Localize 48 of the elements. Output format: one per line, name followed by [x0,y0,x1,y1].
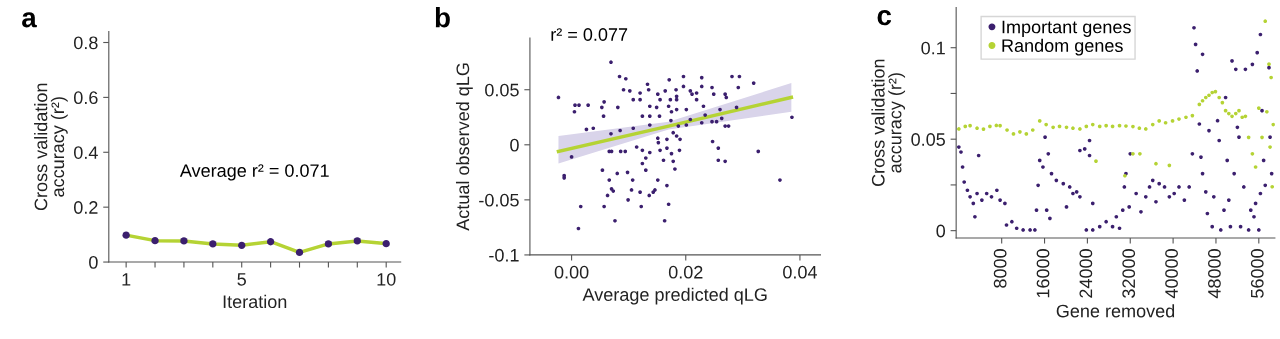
x-axis-title: Average predicted qLG [582,287,767,305]
annotation: Average r² = 0.071 [179,164,329,181]
point [353,237,361,245]
y-tick-label: 0.2 [73,201,98,214]
point [122,231,130,239]
x-tick-label: 56000 [1250,249,1264,298]
x-tick-label: 0.04 [783,265,817,279]
y-tick-label: 0.1 [921,41,945,55]
y-tick-label: 0 [89,255,98,269]
x-axis-title: Iteration [223,294,287,309]
x-tick-label: 0.02 [668,265,703,279]
point [238,241,246,249]
annotation: r² = 0.077 [551,28,628,41]
y-tick-label: 0.6 [73,91,98,105]
point [324,240,333,248]
x-tick-label: 48000 [1208,249,1221,299]
y-axis-title: Cross validation accuracy (r²) [34,83,68,211]
y-tick-label: 0.05 [911,133,945,146]
x-tick-label: 24000 [1079,249,1093,298]
y-tick-label: 0.8 [73,36,98,50]
y-tick-label: 0 [510,138,519,152]
point [382,239,390,248]
chart-title: c [877,10,892,26]
y-axis-title: Actual observed qLG [455,63,473,231]
legend-label: Random genes [1002,38,1123,56]
y-tick-label: 0.4 [73,146,98,159]
point [266,238,275,246]
point [180,237,188,245]
x-tick-label: 1 [122,273,131,286]
x-axis-title: Gene removed [1056,304,1175,318]
y-tick-label: -0.05 [479,193,519,207]
legend-label: Important genes [1002,20,1131,37]
x-tick-label: 0.00 [554,265,589,279]
x-tick-label: 32000 [1122,249,1136,298]
x-tick-label: 10 [377,272,396,286]
point [295,248,304,257]
point [209,240,217,248]
y-axis-title: Cross validation accuracy (r²) [871,59,906,187]
y-tick-label: 0 [936,224,946,238]
x-tick-label: 5 [237,273,246,286]
y-tick-label: 0.05 [485,83,519,97]
chart-title: a [22,12,37,28]
point [151,236,159,245]
y-tick-label: -0.1 [489,248,519,262]
x-tick-label: 8000 [993,249,1007,288]
x-tick-label: 40000 [1165,249,1178,299]
chart-title: b [435,7,450,28]
x-tick-label: 16000 [1036,249,1050,298]
